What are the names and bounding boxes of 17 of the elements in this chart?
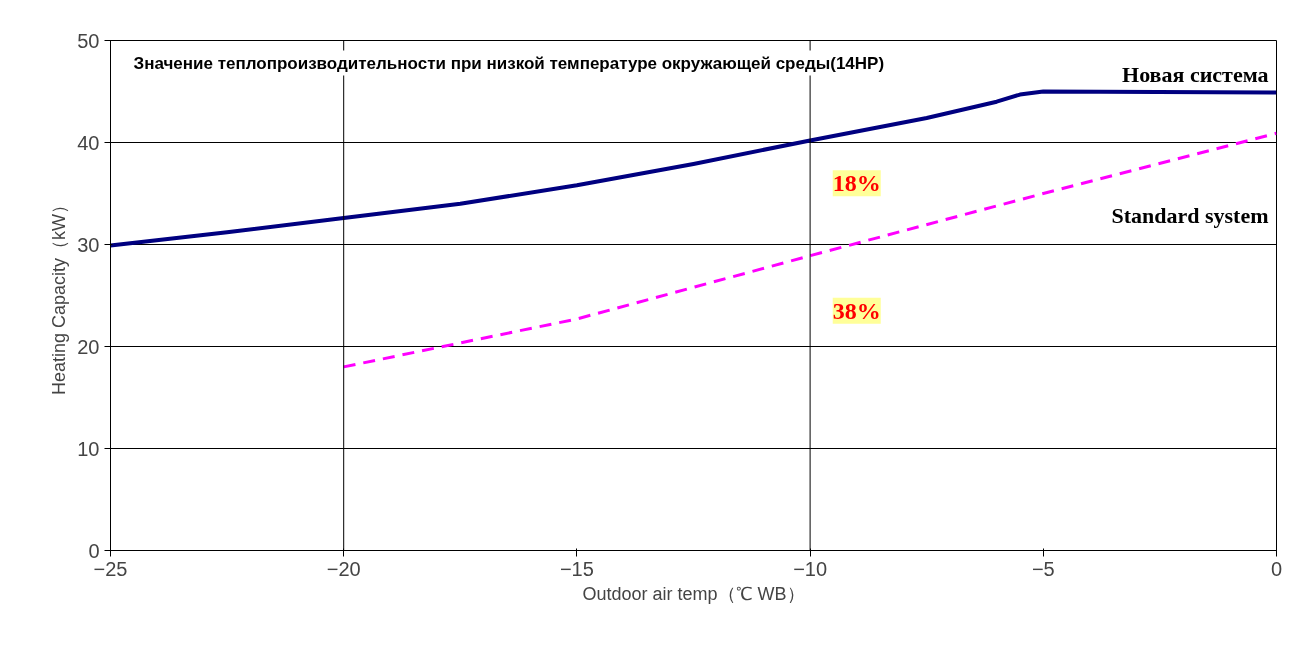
x-tick-label: −5 bbox=[1031, 557, 1055, 580]
annotation: 38% bbox=[832, 297, 881, 324]
y-tick-label: 40 bbox=[77, 131, 100, 154]
x-tick-label: −10 bbox=[793, 557, 828, 580]
x-tick-label: −20 bbox=[326, 557, 361, 580]
y-tick-label: 10 bbox=[77, 437, 100, 460]
y-tick-label: 30 bbox=[77, 233, 100, 256]
x-tick-label: −15 bbox=[559, 557, 594, 580]
annotation: Значение теплопроизводительности при низкой температуре окружающей среды(14HP) bbox=[133, 53, 885, 73]
x-axis-title: Outdoor air temp（℃ WB） bbox=[582, 583, 805, 604]
y-axis-title: Heating Capacity（kW） bbox=[49, 195, 70, 396]
series-label: Standard system bbox=[1111, 203, 1269, 229]
y-tick-label: 20 bbox=[77, 335, 100, 358]
y-tick-label: 50 bbox=[77, 29, 100, 52]
annotation: 18% bbox=[832, 170, 881, 197]
series-label: Новая система bbox=[1122, 61, 1269, 87]
x-tick-label: 0 bbox=[1270, 557, 1283, 580]
